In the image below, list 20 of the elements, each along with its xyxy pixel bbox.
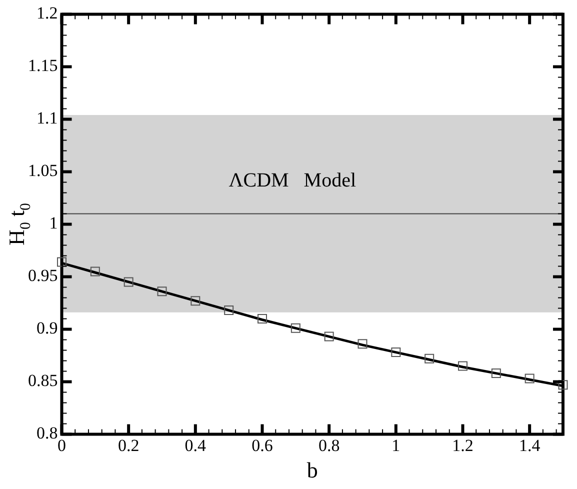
x-tick-label: 0.8 (318, 436, 340, 455)
x-tick-label: 1.4 (518, 436, 541, 455)
y-tick-label: 1.05 (28, 161, 58, 180)
x-tick-label: 0.4 (184, 436, 207, 455)
x-axis-title: b (306, 458, 318, 483)
y-tick-label: 1 (49, 214, 58, 233)
y-tick-label: 1.15 (28, 56, 58, 76)
y-tick-label: 0.9 (36, 318, 58, 338)
x-tick-label: 0.6 (252, 436, 273, 455)
ref-line-label: ΛCDM Model (228, 170, 356, 192)
y-tick-label: 1.2 (36, 4, 58, 23)
y-axis-title: H0 t0 (4, 202, 34, 246)
y-tick-label: 0.8 (36, 424, 58, 443)
y-tick-label: 0.85 (28, 371, 58, 390)
y-tick-label: 1.1 (36, 108, 58, 128)
y-tick-label: 0.95 (28, 266, 58, 286)
x-tick-label: 0.2 (118, 436, 140, 455)
x-tick-label: 1.2 (452, 436, 474, 455)
x-tick-label: 1 (392, 436, 400, 455)
x-tick-label: 0 (58, 436, 66, 455)
